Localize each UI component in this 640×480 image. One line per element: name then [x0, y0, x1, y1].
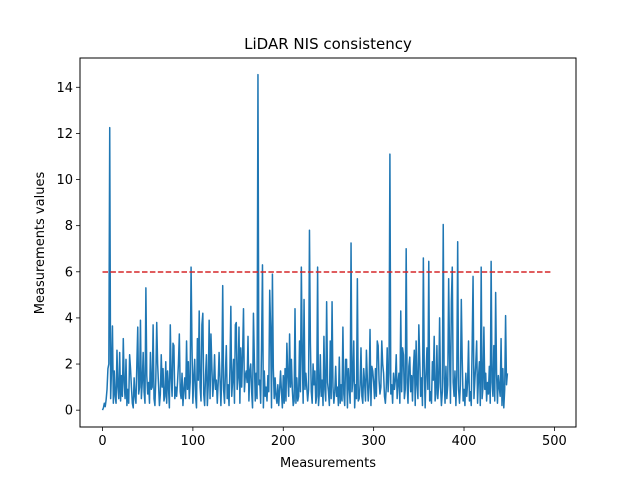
plot-area — [101, 73, 553, 411]
x-tick-label: 0 — [98, 434, 106, 449]
y-tick-label: 2 — [65, 358, 73, 373]
y-tick-label: 12 — [56, 127, 73, 142]
y-tick-label: 10 — [56, 173, 73, 188]
x-tick-label: 100 — [180, 434, 205, 449]
y-axis-label: Measurements values — [33, 172, 48, 315]
axes-frame — [79, 57, 577, 428]
x-tick-label: 300 — [361, 434, 386, 449]
nis-series-line — [101, 73, 509, 411]
chart-title: LiDAR NIS consistency — [244, 35, 412, 53]
y-axis: 0 2 4 6 8 10 12 14 — [56, 81, 80, 419]
y-tick-label: 6 — [65, 265, 73, 280]
x-axis: 0 100 200 300 400 500 — [98, 427, 567, 449]
y-tick-label: 8 — [65, 219, 73, 234]
y-tick-label: 4 — [65, 311, 73, 326]
y-tick-label: 14 — [56, 81, 73, 96]
x-tick-label: 200 — [271, 434, 296, 449]
y-tick-label: 0 — [65, 404, 73, 419]
x-axis-label: Measurements — [280, 456, 376, 471]
x-tick-label: 400 — [452, 434, 477, 449]
x-tick-label: 500 — [542, 434, 567, 449]
